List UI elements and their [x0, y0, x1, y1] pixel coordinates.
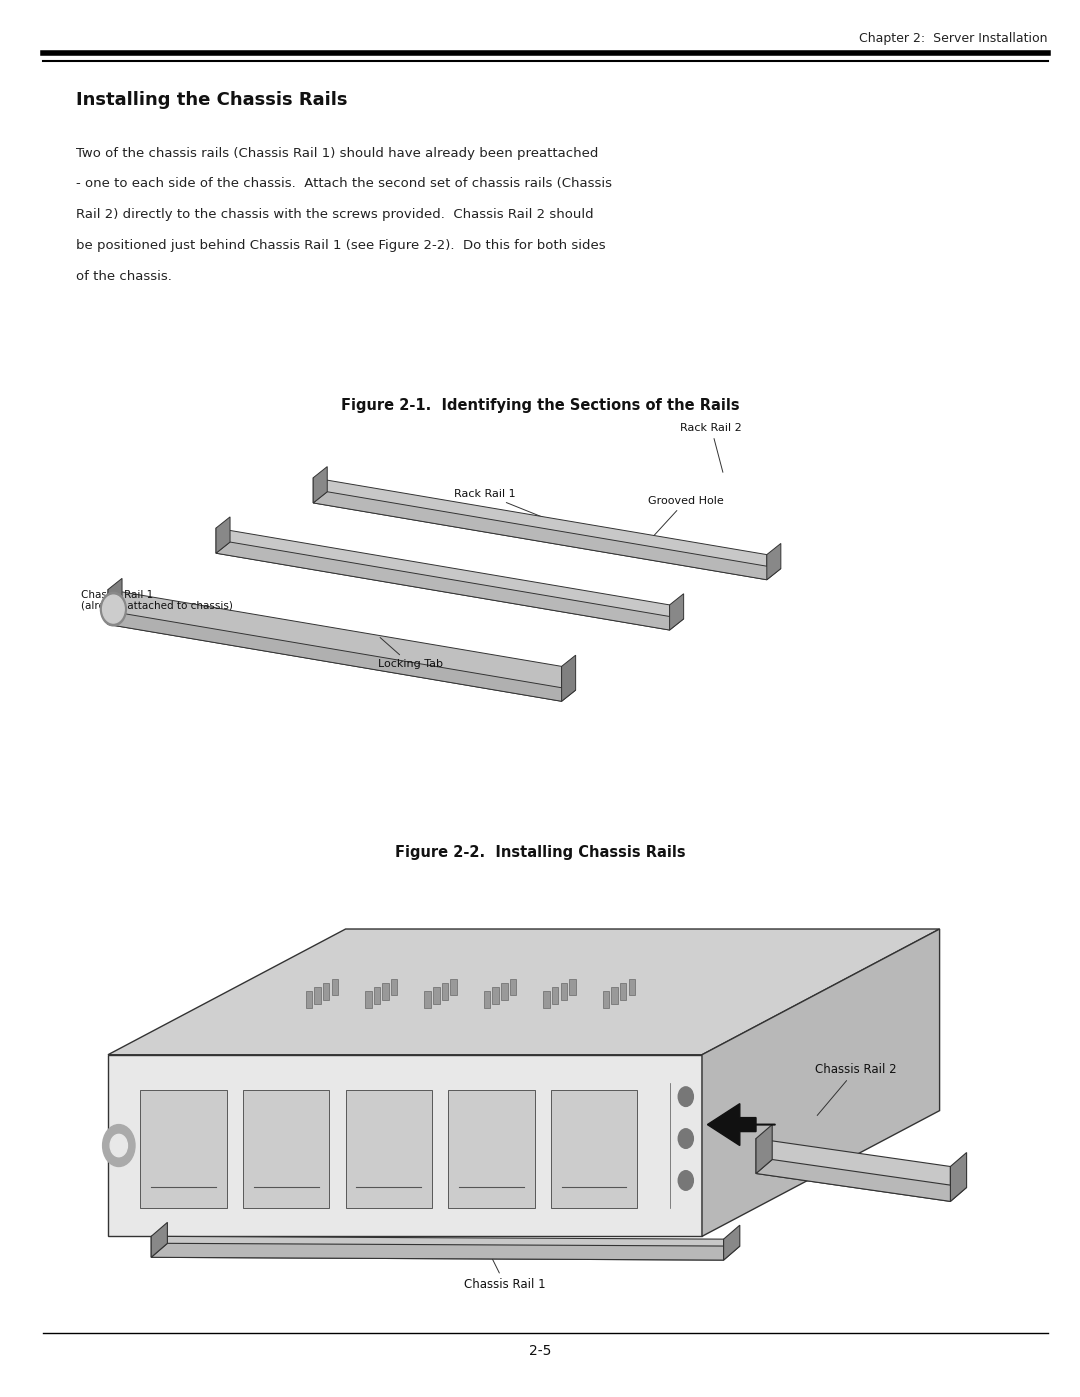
Polygon shape [756, 1125, 772, 1173]
Polygon shape [629, 978, 635, 995]
Polygon shape [724, 1225, 740, 1260]
Circle shape [103, 595, 124, 623]
Polygon shape [950, 1153, 967, 1201]
Text: Chapter 2:  Server Installation: Chapter 2: Server Installation [859, 32, 1048, 45]
Polygon shape [767, 543, 781, 580]
Polygon shape [108, 1055, 702, 1236]
Polygon shape [108, 590, 562, 701]
Polygon shape [543, 992, 550, 1009]
Text: Chassis Rail 1
(already attached to chassis): Chassis Rail 1 (already attached to chas… [81, 590, 233, 610]
Polygon shape [756, 1160, 967, 1201]
Text: Installing the Chassis Rails: Installing the Chassis Rails [76, 91, 347, 109]
Text: 2-5: 2-5 [529, 1344, 551, 1358]
Polygon shape [501, 983, 508, 1000]
Polygon shape [216, 517, 230, 553]
Polygon shape [382, 983, 389, 1000]
Circle shape [678, 1171, 693, 1190]
Circle shape [100, 592, 126, 626]
Polygon shape [374, 986, 380, 1003]
Polygon shape [313, 467, 327, 503]
Polygon shape [313, 492, 781, 580]
Polygon shape [365, 992, 372, 1009]
Polygon shape [670, 594, 684, 630]
Text: Figure 2-1.  Identifying the Sections of the Rails: Figure 2-1. Identifying the Sections of … [340, 398, 740, 414]
Polygon shape [620, 983, 626, 1000]
Polygon shape [551, 1090, 637, 1208]
Polygon shape [243, 1090, 329, 1208]
Text: be positioned just behind Chassis Rail 1 (see Figure 2-2).  Do this for both sid: be positioned just behind Chassis Rail 1… [76, 239, 605, 251]
Polygon shape [151, 1222, 167, 1257]
Polygon shape [442, 983, 448, 1000]
Polygon shape [346, 1090, 432, 1208]
Text: Grooved Hole: Grooved Hole [648, 496, 724, 541]
Polygon shape [756, 1139, 950, 1201]
Text: Locking Tab: Locking Tab [378, 637, 443, 669]
Polygon shape [433, 986, 440, 1003]
Polygon shape [332, 978, 338, 995]
Polygon shape [151, 1243, 740, 1260]
Text: - one to each side of the chassis.  Attach the second set of chassis rails (Chas: - one to each side of the chassis. Attac… [76, 177, 611, 190]
Text: Two of the chassis rails (Chassis Rail 1) should have already been preattached: Two of the chassis rails (Chassis Rail 1… [76, 147, 598, 159]
Circle shape [678, 1129, 693, 1148]
Polygon shape [216, 528, 670, 630]
Polygon shape [314, 986, 321, 1003]
Polygon shape [603, 992, 609, 1009]
Text: Chassis Rail 1: Chassis Rail 1 [464, 1249, 546, 1291]
Circle shape [110, 1134, 127, 1157]
Polygon shape [562, 655, 576, 701]
Circle shape [103, 1125, 135, 1166]
Polygon shape [569, 978, 576, 995]
Polygon shape [140, 1090, 227, 1208]
Polygon shape [391, 978, 397, 995]
Polygon shape [561, 983, 567, 1000]
Polygon shape [450, 978, 457, 995]
Polygon shape [108, 929, 940, 1055]
Polygon shape [702, 929, 940, 1236]
Text: Rack Rail 2: Rack Rail 2 [680, 423, 742, 472]
Polygon shape [510, 978, 516, 995]
Text: Rail 2) directly to the chassis with the screws provided.  Chassis Rail 2 should: Rail 2) directly to the chassis with the… [76, 208, 593, 221]
Text: of the chassis.: of the chassis. [76, 270, 172, 282]
Polygon shape [108, 613, 576, 701]
Circle shape [678, 1087, 693, 1106]
Polygon shape [707, 1104, 756, 1146]
Polygon shape [424, 992, 431, 1009]
Polygon shape [313, 478, 767, 580]
Text: Figure 2-2.  Installing Chassis Rails: Figure 2-2. Installing Chassis Rails [394, 845, 686, 861]
Polygon shape [306, 992, 312, 1009]
Polygon shape [448, 1090, 535, 1208]
Polygon shape [108, 578, 122, 624]
Polygon shape [611, 986, 618, 1003]
Polygon shape [484, 992, 490, 1009]
Text: Rack Rail 1: Rack Rail 1 [454, 489, 592, 536]
Polygon shape [216, 542, 684, 630]
Polygon shape [151, 1236, 724, 1260]
Polygon shape [323, 983, 329, 1000]
Polygon shape [492, 986, 499, 1003]
Polygon shape [552, 986, 558, 1003]
Text: Chassis Rail 2: Chassis Rail 2 [815, 1063, 897, 1115]
